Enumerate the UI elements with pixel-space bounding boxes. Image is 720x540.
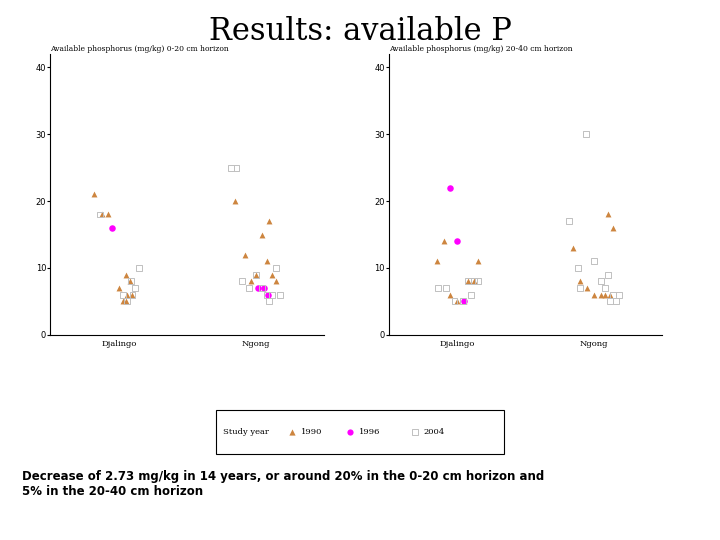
- Point: [120, 297, 132, 306]
- Point: [127, 291, 138, 299]
- Point: [102, 210, 114, 219]
- Point: [287, 428, 298, 436]
- Point: [243, 284, 255, 292]
- Point: [257, 284, 269, 292]
- Point: [465, 291, 477, 299]
- Point: [564, 217, 575, 226]
- Point: [445, 291, 456, 299]
- Point: [575, 284, 586, 292]
- Text: 2004: 2004: [423, 428, 445, 436]
- Point: [468, 277, 480, 286]
- Point: [261, 291, 272, 299]
- Text: 1990: 1990: [301, 428, 323, 436]
- Point: [451, 297, 463, 306]
- Point: [134, 264, 145, 272]
- Point: [113, 284, 125, 292]
- Point: [239, 250, 251, 259]
- Point: [613, 291, 624, 299]
- Point: [605, 297, 616, 306]
- Point: [438, 237, 449, 246]
- Point: [253, 284, 264, 292]
- Point: [127, 291, 138, 299]
- Point: [602, 271, 613, 279]
- Point: [344, 428, 356, 436]
- Point: [225, 163, 237, 172]
- Point: [258, 284, 269, 292]
- Point: [229, 197, 240, 205]
- Point: [89, 190, 100, 199]
- Point: [458, 297, 469, 306]
- Point: [120, 271, 132, 279]
- Point: [266, 271, 278, 279]
- Text: Decrease of 2.73 mg/kg in 14 years, or around 20% in the 0-20 cm horizon and
5% : Decrease of 2.73 mg/kg in 14 years, or a…: [22, 470, 544, 498]
- Point: [121, 297, 132, 306]
- Point: [107, 224, 118, 232]
- Text: Available phosphorus (mg/kg) 20-40 cm horizon: Available phosphorus (mg/kg) 20-40 cm ho…: [389, 45, 572, 53]
- Point: [117, 291, 129, 299]
- Point: [264, 217, 275, 226]
- Point: [595, 277, 606, 286]
- Point: [599, 284, 611, 292]
- Point: [449, 297, 460, 306]
- Point: [610, 297, 621, 306]
- Point: [431, 257, 442, 266]
- Point: [125, 277, 137, 286]
- Point: [94, 210, 105, 219]
- Point: [230, 163, 242, 172]
- Point: [608, 291, 619, 299]
- Point: [271, 264, 282, 272]
- Point: [261, 257, 272, 266]
- Point: [121, 291, 132, 299]
- Text: Available phosphorus (mg/kg) 0-20 cm horizon: Available phosphorus (mg/kg) 0-20 cm hor…: [50, 45, 229, 53]
- Point: [409, 428, 420, 436]
- Point: [588, 291, 600, 299]
- Point: [575, 277, 586, 286]
- Point: [472, 277, 484, 286]
- Point: [462, 277, 474, 286]
- Point: [608, 224, 619, 232]
- Text: 1996: 1996: [359, 428, 380, 436]
- Point: [457, 297, 469, 306]
- Point: [130, 284, 141, 292]
- Point: [605, 291, 616, 299]
- Point: [236, 277, 248, 286]
- Point: [568, 244, 580, 252]
- Point: [572, 264, 583, 272]
- Point: [262, 291, 274, 299]
- Point: [582, 284, 593, 292]
- Point: [117, 297, 129, 306]
- Point: [468, 277, 480, 286]
- Point: [472, 257, 484, 266]
- Point: [451, 237, 463, 246]
- Point: [432, 284, 444, 292]
- Point: [124, 277, 135, 286]
- Point: [441, 284, 452, 292]
- Point: [271, 277, 282, 286]
- Point: [250, 271, 261, 279]
- Point: [458, 297, 469, 306]
- Point: [588, 257, 600, 266]
- Point: [595, 291, 606, 299]
- Point: [580, 130, 592, 139]
- Point: [266, 291, 278, 299]
- Point: [257, 230, 269, 239]
- Text: Results: available P: Results: available P: [209, 16, 511, 47]
- Text: Study year: Study year: [223, 428, 269, 436]
- Point: [602, 210, 613, 219]
- Point: [599, 291, 611, 299]
- Point: [96, 210, 108, 219]
- Point: [462, 277, 474, 286]
- Point: [274, 291, 286, 299]
- Point: [264, 297, 275, 306]
- Point: [246, 277, 257, 286]
- Point: [250, 271, 261, 279]
- Point: [445, 184, 456, 192]
